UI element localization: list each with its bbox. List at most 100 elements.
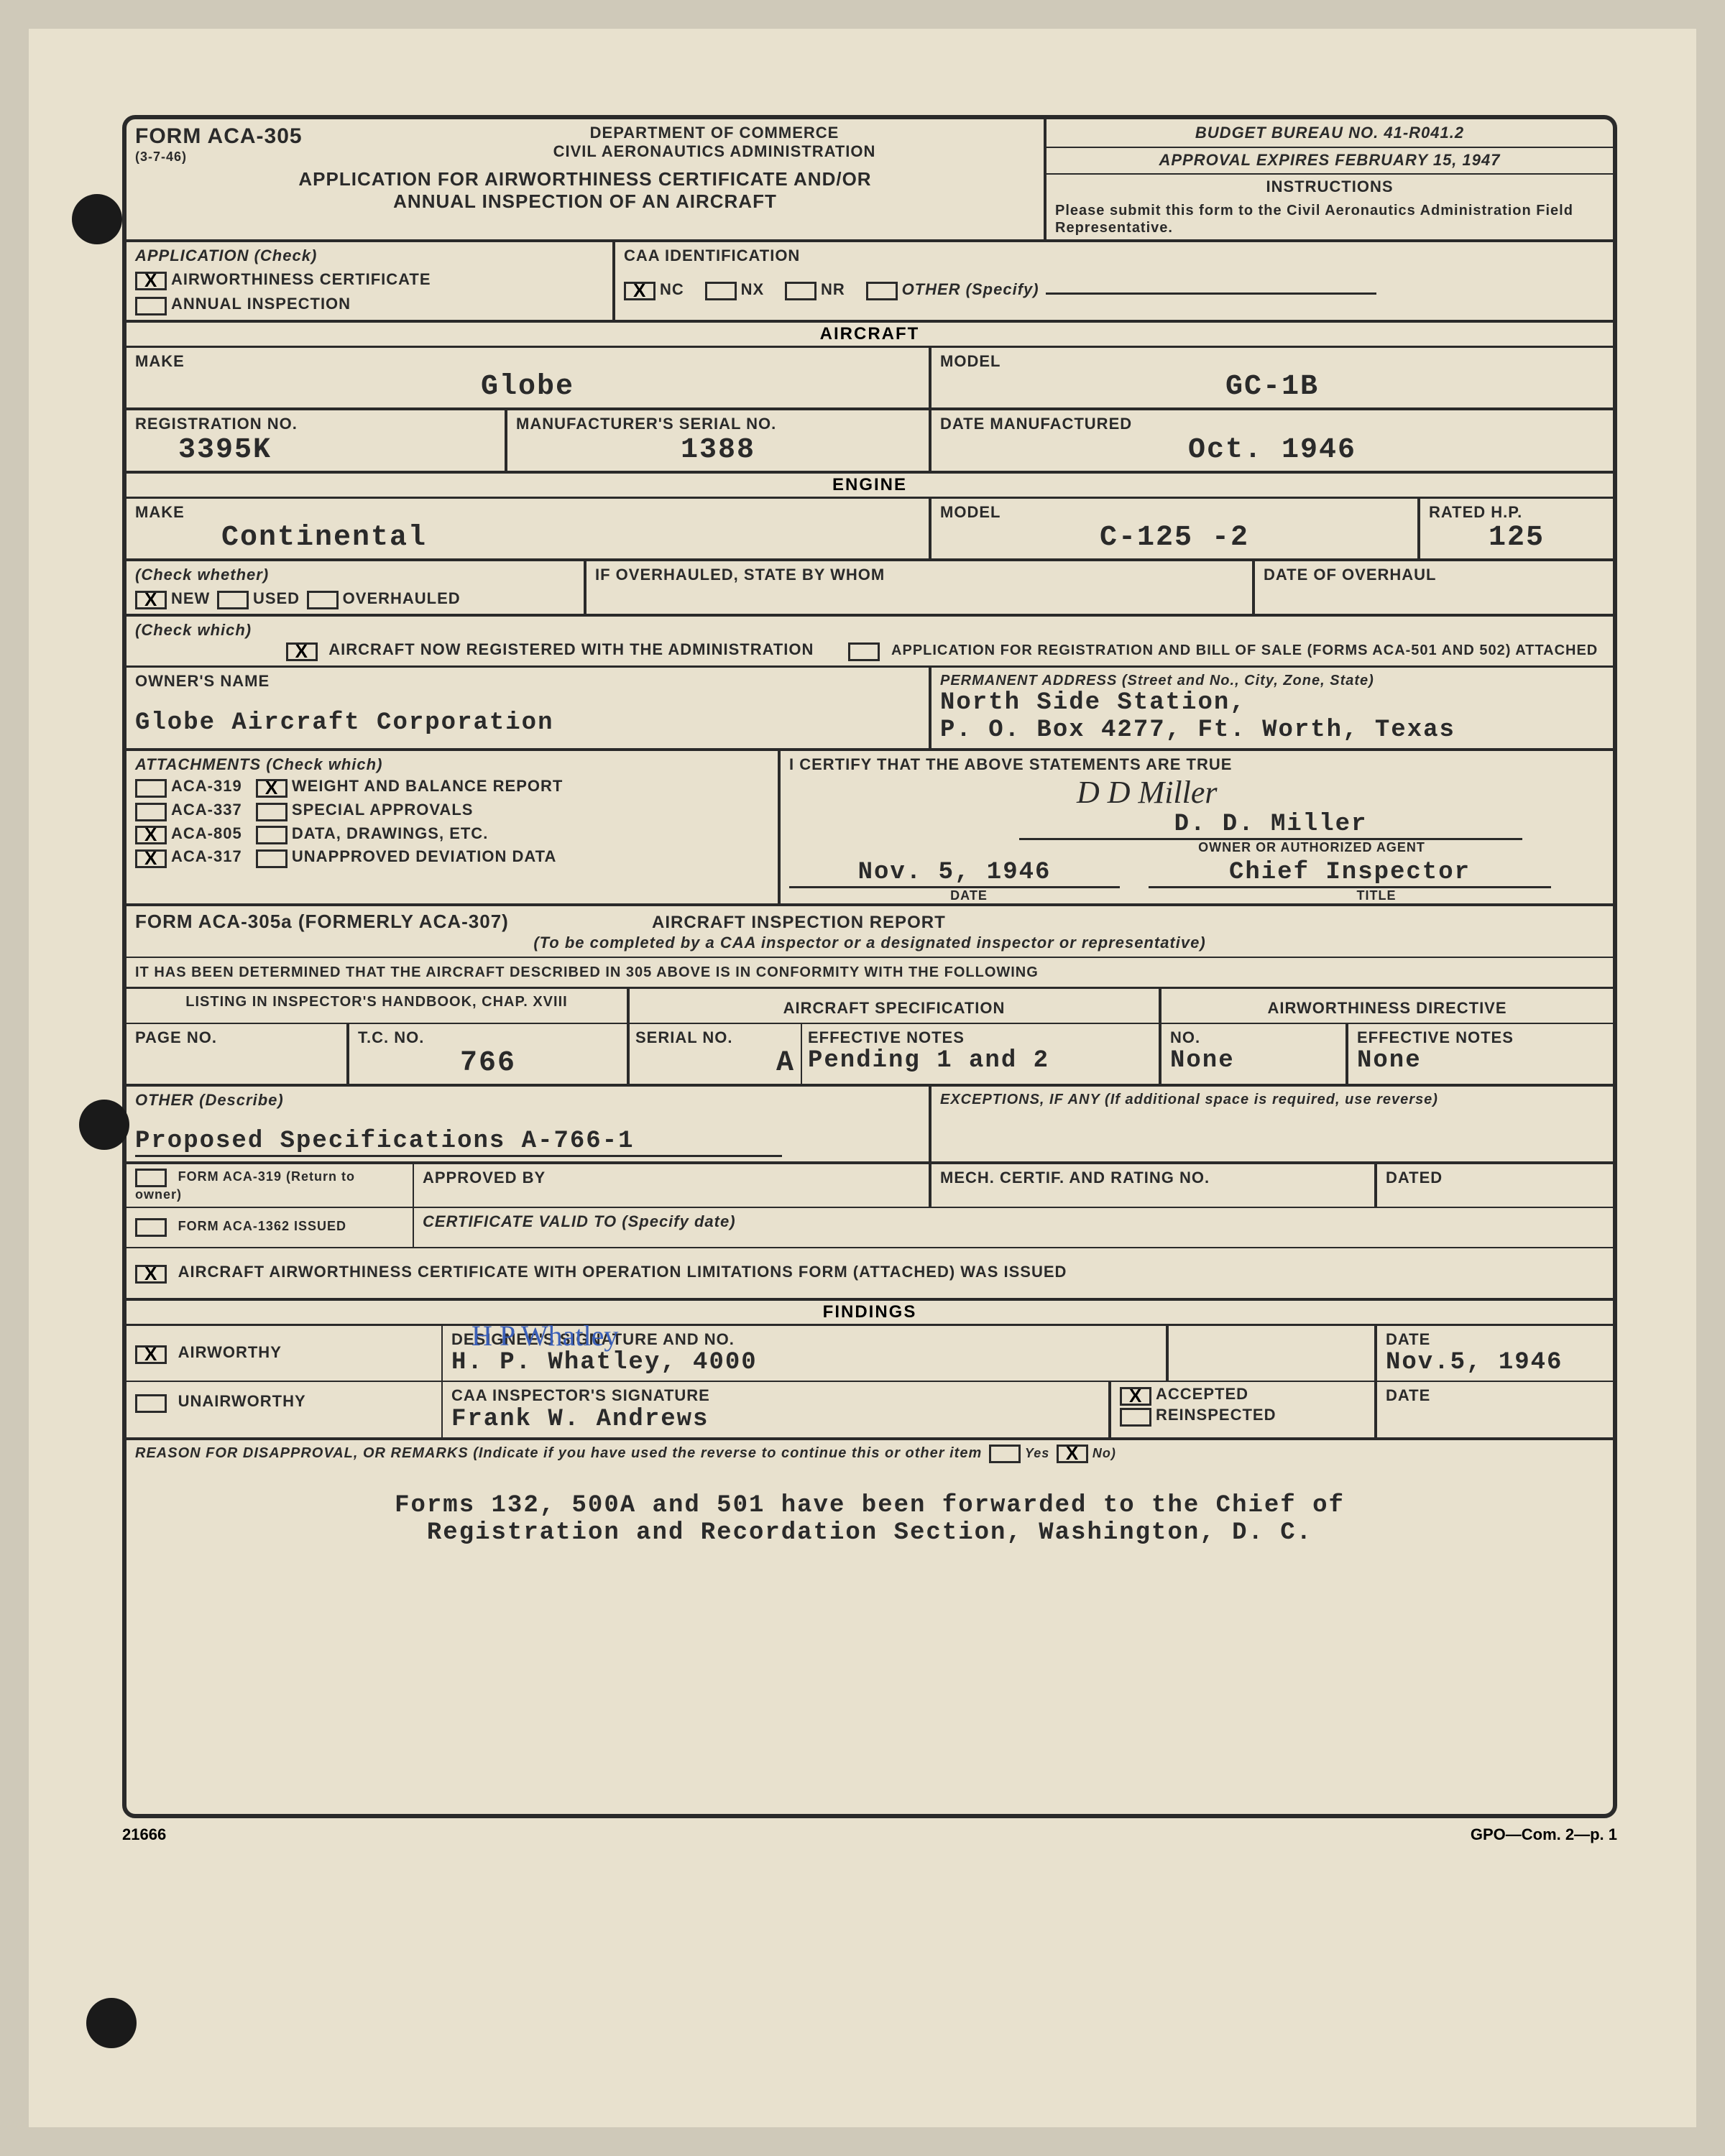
f319-row: FORM ACA-319 (Return to owner) APPROVED … [126, 1164, 1613, 1209]
new-label: NEW [171, 589, 210, 607]
aircraft-reg-row: REGISTRATION NO. 3395K MANUFACTURER'S SE… [126, 410, 1613, 473]
nx-label: NX [741, 280, 765, 298]
no-checkbox[interactable] [1057, 1445, 1088, 1463]
form-frame: FORM ACA-305 (3-7-46) DEPARTMENT OF COMM… [122, 115, 1617, 1818]
en-value: Pending 1 and 2 [808, 1047, 1153, 1074]
instructions-text: Please submit this form to the Civil Aer… [1046, 199, 1613, 239]
aircraft-header: AIRCRAFT [126, 323, 1613, 348]
caa-insp-value: Frank W. Andrews [451, 1406, 1100, 1433]
owner-name: Globe Aircraft Corporation [135, 709, 920, 737]
unairworthy-label: UNAIRWORTHY [178, 1392, 306, 1410]
nc-label: NC [660, 280, 684, 298]
airworthy-checkbox[interactable] [135, 1345, 167, 1364]
footer-left: 21666 [122, 1825, 166, 1844]
addr-2: P. O. Box 4277, Ft. Worth, Texas [940, 717, 1604, 744]
aca317-checkbox[interactable] [135, 849, 167, 868]
blue-signature: H P Whatley [472, 1319, 618, 1353]
exc-label: EXCEPTIONS, IF ANY (If additional space … [940, 1091, 1604, 1108]
dated-label: DATED [1386, 1169, 1604, 1187]
aca319-checkbox[interactable] [135, 779, 167, 798]
designee-value: H. P. Whatley, 4000 [451, 1349, 1157, 1376]
reg-opt2: APPLICATION FOR REGISTRATION AND BILL OF… [891, 642, 1598, 658]
mfgdate-label: DATE MANUFACTURED [940, 415, 1604, 433]
reinspected-label: REINSPECTED [1156, 1406, 1276, 1424]
en2-label: EFFECTIVE NOTES [1357, 1028, 1604, 1047]
aca337-checkbox[interactable] [135, 803, 167, 821]
sa-checkbox[interactable] [256, 803, 288, 821]
oh-checkbox[interactable] [307, 591, 339, 609]
cert-title: Chief Inspector [1149, 859, 1551, 888]
nc-checkbox[interactable] [624, 282, 656, 300]
new-checkbox[interactable] [135, 591, 167, 609]
title-2: ANNUAL INSPECTION OF AN AIRCRAFT [135, 190, 1035, 213]
airworthiness-checkbox[interactable] [135, 272, 167, 290]
attach-row: ATTACHMENTS (Check which) ACA-319 WEIGHT… [126, 751, 1613, 907]
footer: 21666 GPO—Com. 2—p. 1 [122, 1825, 1617, 1844]
aca319-label: ACA-319 [171, 777, 242, 795]
ud-label: UNAPPROVED DEVIATION DATA [292, 847, 556, 865]
punch-hole [72, 194, 122, 244]
serial-value: 1388 [516, 434, 920, 466]
no-label: NO. [1170, 1028, 1337, 1047]
app-label: APPLICATION (Check) [135, 247, 604, 265]
dd-label: DATA, DRAWINGS, ETC. [292, 824, 488, 842]
owner-name-label: OWNER'S NAME [135, 672, 920, 691]
yes-label: Yes [1025, 1446, 1049, 1460]
awc-label: AIRCRAFT AIRWORTHINESS CERTIFICATE WITH … [178, 1263, 1067, 1281]
valid-label: CERTIFICATE VALID TO (Specify date) [423, 1212, 1604, 1231]
title-label: TITLE [1149, 888, 1604, 904]
used-checkbox[interactable] [217, 591, 249, 609]
check-whether-label: (Check whether) [135, 566, 575, 584]
check-which-label: (Check which) [135, 621, 1604, 640]
used-label: USED [253, 589, 300, 607]
oh-label: OVERHAULED [343, 589, 461, 607]
remarks-label: REASON FOR DISAPPROVAL, OR REMARKS (Indi… [135, 1445, 982, 1461]
make-value: Globe [135, 371, 920, 403]
awc-checkbox[interactable] [135, 1265, 167, 1284]
sn-label: SERIAL NO. [635, 1028, 795, 1047]
sa-label: SPECIAL APPROVALS [292, 801, 474, 819]
other-checkbox[interactable] [866, 282, 898, 300]
dd-checkbox[interactable] [256, 826, 288, 844]
reg-forms-checkbox[interactable] [848, 642, 880, 661]
reg-admin-checkbox[interactable] [286, 642, 318, 661]
wb-checkbox[interactable] [256, 779, 288, 798]
remarks-2: Registration and Recordation Section, Wa… [135, 1519, 1604, 1547]
yes-checkbox[interactable] [989, 1445, 1021, 1463]
aca317-label: ACA-317 [171, 847, 242, 865]
engine-row: MAKE Continental MODEL C-125 -2 RATED H.… [126, 499, 1613, 561]
unairworthy-checkbox[interactable] [135, 1394, 167, 1413]
aca805-checkbox[interactable] [135, 826, 167, 844]
reinspected-checkbox[interactable] [1120, 1408, 1151, 1427]
airworthy-label: AIRWORTHY [178, 1343, 282, 1361]
owner-row: OWNER'S NAME Globe Aircraft Corporation … [126, 668, 1613, 751]
title-1: APPLICATION FOR AIRWORTHINESS CERTIFICAT… [135, 168, 1035, 190]
spec-row: PAGE NO. T.C. NO. 766 SERIAL NO. A EFFEC… [126, 1024, 1613, 1087]
reg-value: 3395K [135, 434, 496, 466]
wb-label: WEIGHT AND BALANCE REPORT [292, 777, 563, 795]
findings-date: Nov.5, 1946 [1386, 1349, 1604, 1376]
approved-label: APPROVED BY [423, 1169, 920, 1187]
nx-checkbox[interactable] [705, 282, 737, 300]
accepted-checkbox[interactable] [1120, 1387, 1151, 1406]
f1362-row: FORM ACA-1362 ISSUED CERTIFICATE VALID T… [126, 1208, 1613, 1248]
determined-label: IT HAS BEEN DETERMINED THAT THE AIRCRAFT… [126, 958, 1613, 987]
no-label: No) [1092, 1446, 1116, 1460]
mfgdate-value: Oct. 1946 [940, 434, 1604, 466]
report-header: AIRCRAFT INSPECTION REPORT [652, 913, 946, 932]
f1362-checkbox[interactable] [135, 1218, 167, 1237]
mech-label: MECH. CERTIF. AND RATING NO. [940, 1169, 1366, 1187]
dept-label: DEPARTMENT OF COMMERCE [394, 124, 1035, 142]
annual-checkbox[interactable] [135, 297, 167, 315]
f319-checkbox[interactable] [135, 1169, 167, 1187]
budget-label: BUDGET BUREAU NO. 41-R041.2 [1046, 119, 1613, 148]
tc-value: 766 [358, 1047, 618, 1079]
signature: D D Miller [789, 774, 1604, 811]
other-label: OTHER (Specify) [902, 280, 1039, 298]
nr-checkbox[interactable] [785, 282, 816, 300]
ud-checkbox[interactable] [256, 849, 288, 868]
header-row: FORM ACA-305 (3-7-46) DEPARTMENT OF COMM… [126, 119, 1613, 242]
aca337-label: ACA-337 [171, 801, 242, 819]
aca805-label: ACA-805 [171, 824, 242, 842]
cert-date: Nov. 5, 1946 [789, 859, 1120, 888]
